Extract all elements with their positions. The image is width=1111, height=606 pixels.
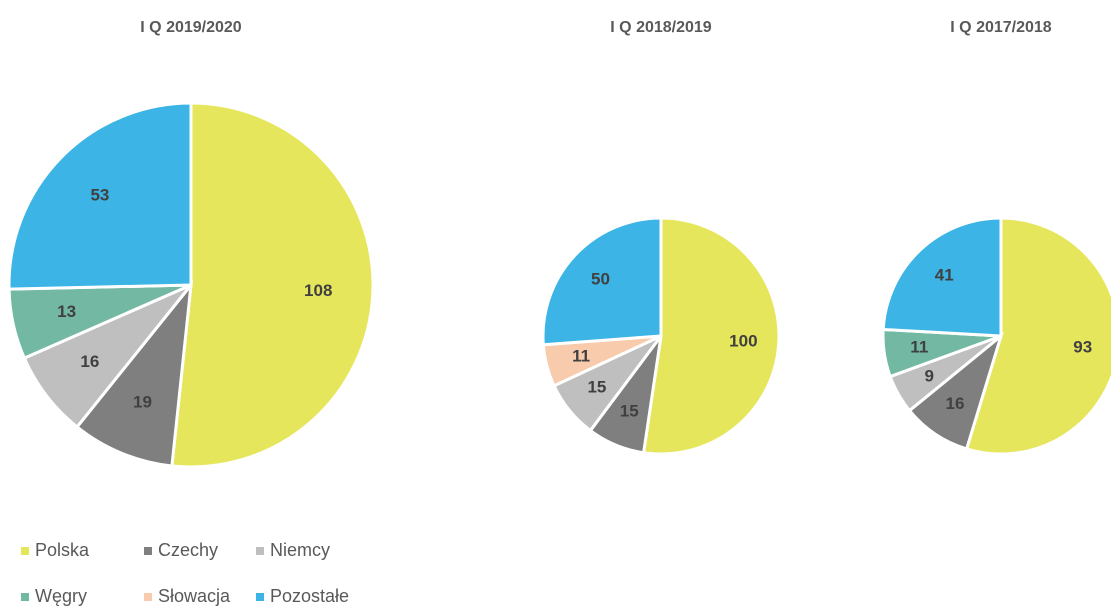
data-label: 15 xyxy=(587,378,606,397)
legend-label: Niemcy xyxy=(270,540,330,560)
data-label: 9 xyxy=(924,366,933,385)
legend-marker xyxy=(21,593,29,601)
chart-title: I Q 2017/2018 xyxy=(950,19,1052,36)
pie-slice xyxy=(170,101,375,469)
data-label: 50 xyxy=(591,269,610,288)
pie-slice xyxy=(541,216,663,347)
data-label: 11 xyxy=(910,338,928,357)
legend-marker xyxy=(21,547,29,555)
data-label: 11 xyxy=(572,346,590,365)
legend-marker xyxy=(256,593,264,601)
data-label: 108 xyxy=(304,281,332,300)
data-label: 16 xyxy=(80,352,99,371)
legend-label: Czechy xyxy=(158,540,218,560)
data-label: 53 xyxy=(90,185,109,204)
data-label: 19 xyxy=(133,392,152,411)
pie-slice xyxy=(7,101,193,291)
pie-slice xyxy=(964,216,1111,456)
legend-label: Węgry xyxy=(35,586,87,606)
data-label: 93 xyxy=(1073,338,1092,357)
legend-label: Polska xyxy=(35,540,90,560)
legend-marker xyxy=(144,547,152,555)
data-label: 41 xyxy=(935,265,954,284)
legend-label: Słowacja xyxy=(158,586,231,606)
data-label: 16 xyxy=(945,394,964,413)
data-label: 13 xyxy=(57,302,76,321)
data-label: 100 xyxy=(729,332,757,351)
chart-title: I Q 2018/2019 xyxy=(610,19,712,36)
legend-label: Pozostałe xyxy=(270,586,349,606)
pie-slice xyxy=(881,216,1003,338)
legend-marker xyxy=(256,547,264,555)
pie-slice xyxy=(641,216,781,456)
legend-marker xyxy=(144,593,152,601)
chart-title: I Q 2019/2020 xyxy=(140,19,242,36)
data-label: 15 xyxy=(620,402,639,421)
pie-slice xyxy=(74,280,194,468)
